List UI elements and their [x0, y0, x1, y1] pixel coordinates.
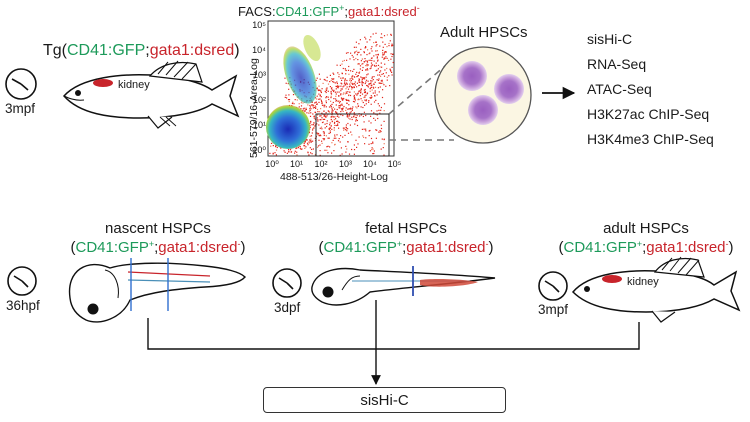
tg-suffix: ) — [234, 42, 240, 59]
stage-genotype: (CD41:GFP+;gata1:dsred-) — [318, 238, 494, 256]
svg-text:10⁵: 10⁵ — [252, 20, 266, 30]
age-label-top: 3mpf — [5, 101, 36, 116]
svg-text:10²: 10² — [314, 159, 327, 169]
embryo-36hpf — [68, 258, 246, 323]
facs-title-dsred: gata1:dsred — [348, 4, 417, 19]
age-label: 3mpf — [538, 302, 569, 317]
stage-name: fetal HSPCs — [365, 220, 447, 237]
stage-fetal: fetal HSPCs (CD41:GFP+;gata1:dsred-) — [306, 220, 506, 258]
dsred-label: gata1:dsred — [158, 238, 238, 256]
svg-text:10²: 10² — [253, 95, 266, 105]
transgenic-line-label: Tg(CD41:GFP;gata1:dsred) — [43, 43, 240, 59]
facs-title-prefix: FACS: — [238, 4, 276, 19]
sishic-box: sisHi-C — [263, 387, 506, 413]
gfp-sup: + — [396, 238, 403, 249]
svg-text:10⁴: 10⁴ — [252, 45, 266, 55]
gfp-label: CD41:GFP — [323, 238, 397, 256]
hspc-dish — [434, 46, 532, 144]
facs-title-gfp-sup: + — [339, 3, 345, 13]
facs-ylabel: 561-579/16-Area-Log — [248, 58, 260, 158]
svg-text:10³: 10³ — [339, 159, 352, 169]
separator: ; — [642, 238, 647, 256]
method-item: ATAC-Seq — [587, 81, 652, 97]
stage-name: adult HSPCs — [603, 220, 689, 237]
facs-xlabel: 488-513/26-Height-Log — [280, 171, 388, 183]
kidney-label-top: kidney — [118, 79, 150, 91]
kidney-label-bottom: kidney — [627, 276, 659, 288]
clock-icon — [5, 68, 37, 100]
facs-title-sep: ; — [344, 4, 349, 19]
facs-ylabel-anchor: 561-579/16-Area-Log — [248, 58, 260, 159]
svg-text:10¹: 10¹ — [290, 159, 303, 169]
stage-nascent: nascent HSPCs (CD41:GFP+;gata1:dsred-) — [58, 220, 258, 258]
stage-genotype: (CD41:GFP+;gata1:dsred-) — [558, 238, 734, 256]
gfp-sup: + — [636, 238, 643, 249]
facs-title-gfp: CD41:GFP — [275, 4, 340, 19]
dsred-sup: - — [485, 238, 489, 249]
adult-hpscs-label: Adult HPSCs — [440, 24, 528, 41]
age-label: 36hpf — [6, 298, 40, 313]
gfp-label: CD41:GFP — [563, 238, 637, 256]
dsred-label: gata1:dsred — [646, 238, 726, 256]
svg-text:10⁵: 10⁵ — [388, 159, 402, 169]
separator: ; — [154, 238, 159, 256]
stage-name: nascent HSPCs — [105, 220, 211, 237]
method-item: RNA-Seq — [587, 56, 647, 72]
svg-text:10³: 10³ — [253, 70, 266, 80]
svg-text:10⁴: 10⁴ — [363, 159, 377, 169]
method-item: sisHi-C — [587, 31, 633, 47]
svg-text:10⁰: 10⁰ — [265, 159, 279, 169]
dsred-sup: - — [725, 238, 729, 249]
separator: ; — [402, 238, 407, 256]
tg-prefix: Tg( — [43, 42, 67, 59]
clock-icon — [272, 268, 302, 298]
stage-adult: adult HSPCs (CD41:GFP+;gata1:dsred-) — [546, 220, 746, 258]
gfp-sup: + — [148, 238, 155, 249]
clock-icon — [538, 271, 568, 301]
method-item: H3K27ac ChIP-Seq — [587, 106, 710, 122]
clock-icon — [7, 266, 37, 296]
age-label: 3dpf — [274, 300, 301, 315]
dsred-label: gata1:dsred — [406, 238, 486, 256]
adult-fish-bottom — [571, 256, 741, 323]
separator: ; — [145, 42, 150, 59]
svg-text:10¹: 10¹ — [253, 120, 266, 130]
facs-title-dsred-sup: - — [416, 3, 420, 13]
svg-text:10⁰: 10⁰ — [252, 145, 266, 155]
facs-title: FACS:CD41:GFP+;gata1:dsred- — [238, 3, 420, 19]
gfp-label: CD41:GFP — [67, 42, 146, 59]
stage-genotype: (CD41:GFP+;gata1:dsred-) — [70, 238, 246, 256]
dsred-sup: - — [237, 238, 241, 249]
facs-plot: 10⁵ 10⁴ 10³ 10² 10¹ 10⁰ 10⁰ 10¹ 10² 10³ 10⁴ 10⁵ — [252, 20, 402, 169]
method-item: H3K4me3 ChIP-Seq — [587, 131, 714, 147]
adult-fish-top — [62, 60, 240, 129]
dsred-label: gata1:dsred — [149, 42, 235, 59]
larva-3dpf — [311, 266, 496, 306]
gfp-label: CD41:GFP — [75, 238, 149, 256]
